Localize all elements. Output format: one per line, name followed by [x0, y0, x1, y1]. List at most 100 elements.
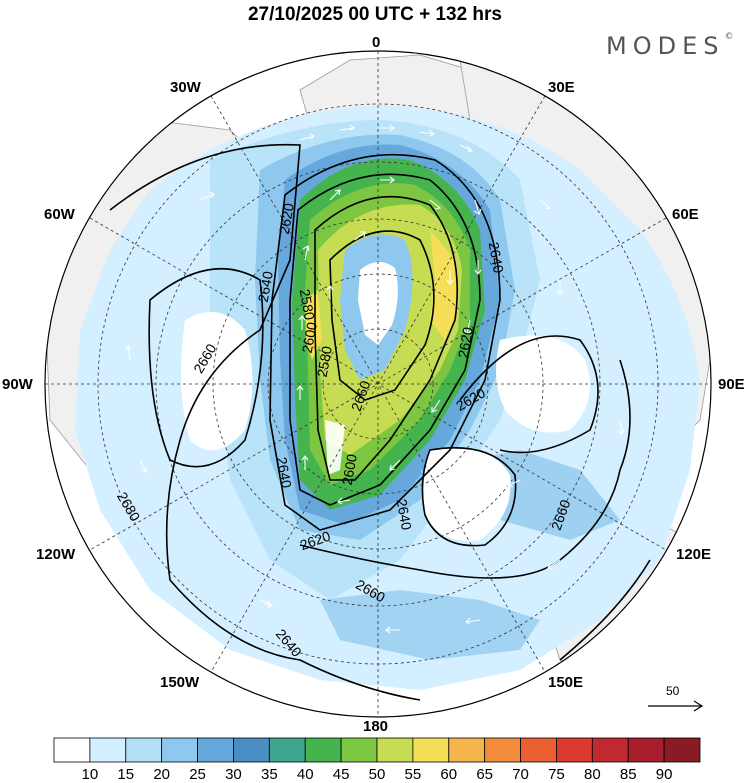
colorbar-swatch [448, 737, 486, 763]
height-contours [109, 143, 651, 701]
colorbar-swatch [53, 737, 91, 763]
contour-label: 2640 [274, 456, 295, 490]
colorbar-swatch [663, 737, 701, 763]
wind-arrow [446, 270, 454, 285]
contour-label: 2600 [299, 321, 320, 355]
lon-label-30e: 30E [548, 79, 575, 96]
wind-arrow [296, 385, 304, 400]
colorbar-swatch [233, 737, 270, 763]
wind-arrow [419, 129, 436, 137]
wind-arrow [380, 124, 395, 132]
contour-2640-inner [269, 153, 501, 531]
colorbar-tick-label: 10 [81, 766, 99, 783]
wind-arrow [337, 497, 351, 505]
contour-label: 2640 [255, 270, 276, 304]
contour-label: 2600 [339, 453, 360, 487]
wind-arrow [302, 245, 310, 261]
lon-label-120e: 120E [676, 546, 712, 563]
colorbar-tick-label: 25 [189, 766, 206, 783]
wind-arrow [299, 133, 315, 141]
brand-text: MODES [606, 32, 725, 60]
wind-arrow [298, 315, 306, 330]
wind-arrow [329, 189, 341, 201]
contour-2640-outer [109, 143, 651, 701]
colorbar-swatch [591, 737, 629, 763]
lon-label-30w: 30W [170, 79, 201, 96]
wind-arrow [617, 419, 625, 435]
graticule [45, 51, 711, 717]
colorbar-swatch [89, 737, 127, 763]
wind-arrow [339, 124, 356, 131]
wind-arrow [125, 345, 133, 361]
lon-label-90w: 90W [2, 376, 33, 393]
contour-label: 2640 [394, 498, 415, 532]
calm-zone-southeast [423, 447, 511, 541]
colorbar-tick-label: 40 [296, 766, 314, 783]
lon-label-150w: 150W [160, 674, 200, 691]
colorbar-tick-label: 50 [368, 766, 386, 783]
wind-core-calm-south [325, 420, 345, 475]
colorbar-swatch [304, 737, 342, 763]
wind-arrow [199, 191, 215, 201]
colorbar-tick-label: 60 [440, 766, 458, 783]
colorbar-tick-label: 55 [404, 766, 422, 783]
colorbar-tick-label: 85 [619, 766, 637, 783]
lon-label-60e: 60E [672, 206, 699, 223]
wind-arrow [465, 617, 481, 625]
map-title: 27/10/2025 00 UTC + 132 hrs [247, 4, 503, 25]
meridian-60w-120e [89, 217, 667, 551]
wind-arrow [473, 199, 482, 215]
wind-vectors [125, 124, 625, 634]
colorbar-tick-label: 80 [583, 766, 601, 783]
colorbar-tick-label: 65 [476, 766, 493, 783]
colorbar-swatch [268, 737, 306, 763]
wind-band-south-25 [320, 590, 540, 660]
colorbar-tick-label: 45 [332, 766, 350, 783]
modes-logo: MODES© [606, 32, 733, 60]
colorbar-tick-label: 70 [512, 766, 529, 783]
wind-arrow [556, 280, 564, 295]
colorbar-tick-label: 20 [153, 766, 170, 783]
lon-label-150e: 150E [548, 674, 584, 691]
colorbar-tick-label: 15 [117, 766, 135, 783]
contour-2660-west [148, 268, 264, 468]
contour-2660-east [459, 335, 599, 454]
wind-arrow [507, 479, 521, 488]
colorbar-swatch [484, 737, 521, 763]
wind-arrow [463, 319, 472, 335]
colorbar-swatch [412, 737, 450, 763]
wind-arrow [301, 455, 309, 470]
wind-arrow [380, 176, 395, 184]
wind-arrow [474, 260, 482, 275]
wind-arrow [259, 599, 274, 608]
colorbar-tick-label: 30 [225, 766, 242, 783]
wind-arrow [431, 399, 441, 413]
colorbar-swatch [520, 737, 557, 763]
lon-label-90e: 90E [718, 376, 745, 393]
lon-label-0: 0 [372, 34, 381, 51]
wind-arrow [326, 285, 334, 300]
contour-2680 [421, 447, 517, 547]
colorbar-swatch [197, 737, 234, 763]
contour-label: 2620 [276, 202, 297, 236]
colorbar-tick-label: 35 [260, 766, 278, 783]
map-boundary [44, 50, 712, 718]
wind-arrow [547, 559, 561, 570]
lon-label-180: 180 [363, 718, 389, 735]
wind-arrow [139, 459, 148, 473]
wind-arrow [429, 199, 442, 210]
wind-arrow [459, 144, 474, 153]
colorbar-swatch [627, 737, 665, 763]
reference-arrow-head [693, 700, 704, 712]
colorbar-swatch [125, 737, 163, 763]
contour-label: 2620 [455, 326, 476, 360]
contour-label: 2580 [297, 288, 318, 322]
reference-vector [648, 700, 704, 712]
colorbar-swatch [556, 737, 593, 763]
reference-vector-label: 50 [666, 684, 680, 698]
colorbar-swatch [376, 737, 414, 763]
lon-label-120w: 120W [36, 546, 76, 563]
contour-label: 2580 [314, 345, 335, 379]
colorbar-swatch [161, 737, 198, 763]
